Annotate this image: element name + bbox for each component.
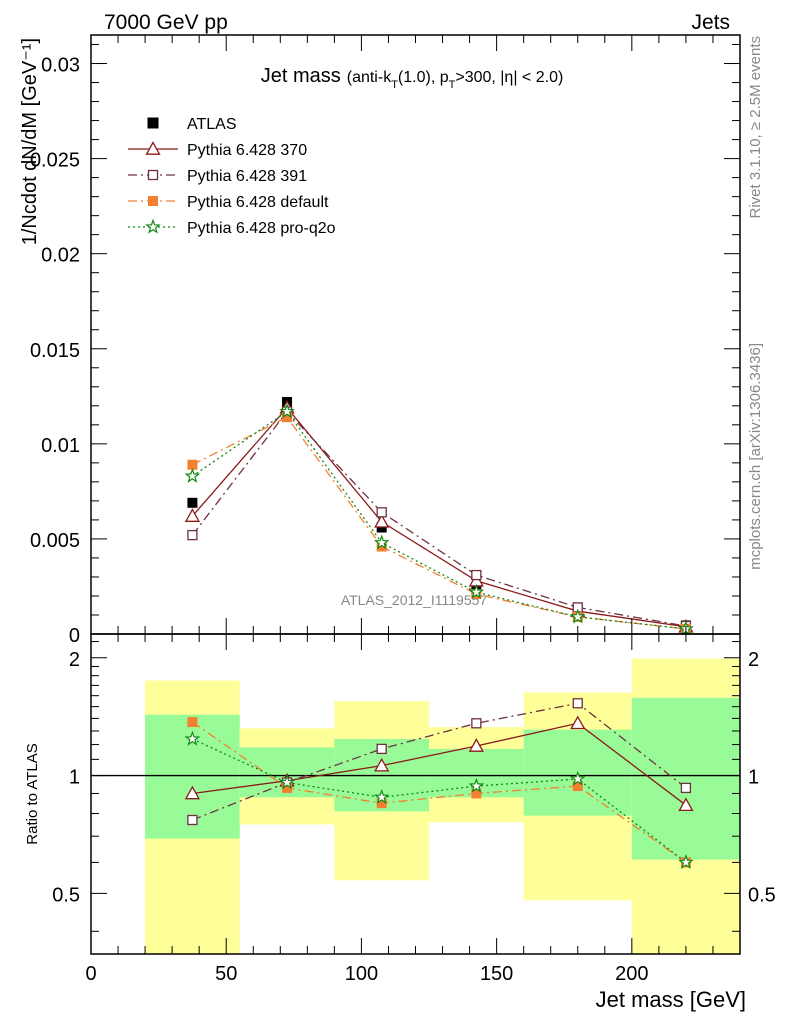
main-series-2-point-0 (187, 529, 198, 541)
ratio-series-2-line (192, 721, 687, 863)
x-axis-label: Jet mass [GeV] (596, 987, 746, 1012)
ratio-series-3-point-1 (279, 774, 295, 790)
main-series-3-point-1 (282, 412, 293, 423)
main-series-4-point-0 (184, 467, 201, 483)
legend: ATLAS Pythia 6.428 370 Pythia 6.428 391 Pyt… (128, 116, 336, 237)
x-tick-label-200: 200 (615, 963, 648, 985)
ratio-series-2-point-3 (471, 788, 482, 799)
x-tick-label-100: 100 (345, 963, 378, 985)
ratio-y-tick-label-right-1: 1 (748, 767, 759, 789)
analysis-id-watermark: ATLAS_2012_I1119557 (341, 592, 488, 608)
ratio-series-0-point-3 (468, 738, 484, 752)
main-series-2-line (191, 410, 687, 627)
main-y-tick-label-4: 0.02 (41, 245, 80, 267)
ratio-y-axis-label: Ratio to ATLAS (24, 743, 41, 844)
x-tick-label-50: 50 (215, 963, 237, 985)
main-series-1-point-2 (374, 513, 390, 528)
ratio-series-1-point-2 (376, 743, 387, 755)
ratio-y-tick-label-0: 0.5 (52, 884, 80, 906)
legend-item-1: Pythia 6.428 370 (128, 141, 307, 159)
stat-band-5 (631, 697, 740, 860)
ratio-series-1-line (192, 702, 687, 821)
main-series-2-point-2 (376, 507, 387, 518)
legend-label-2: Pythia 6.428 391 (187, 168, 307, 185)
main-series-1-point-0 (184, 508, 201, 522)
main-series-4-line (192, 410, 686, 630)
main-panel-series (184, 397, 694, 634)
ratio-panel-series (184, 698, 694, 870)
ratio-y-tick-label-2: 2 (69, 649, 80, 671)
ratio-series-2-point-0 (187, 717, 198, 728)
legend-marker-0 (147, 117, 159, 129)
legend-label-1: Pythia 6.428 370 (187, 142, 307, 159)
header-energy-label: 7000 GeV pp (104, 11, 228, 34)
ratio-series-0-point-4 (570, 715, 586, 730)
main-y-tick-label-0: 0 (69, 625, 80, 647)
main-y-tick-label-1: 0.005 (30, 530, 80, 552)
legend-item-3: Pythia 6.428 default (128, 194, 329, 211)
legend-marker-3 (148, 196, 158, 206)
ratio-series-3 (184, 730, 694, 870)
ratio-series-3-line (192, 738, 687, 863)
ratio-series-2-point-4 (572, 781, 583, 792)
legend-item-0: ATLAS (147, 116, 237, 133)
ratio-y-tick-label-right-2: 2 (748, 649, 759, 671)
legend-marker-4 (145, 218, 161, 234)
ratio-series-0-point-2 (374, 757, 390, 772)
main-series-4-point-4 (569, 608, 586, 624)
main-series-3-point-2 (376, 541, 387, 552)
main-y-axis-label: 1/Ncdot dN/dM [GeV⁻¹] (19, 38, 41, 245)
main-series-3-point-0 (187, 459, 198, 470)
legend-marker-2 (147, 169, 159, 181)
axis-ticks: 0 50 100 150 200 0 0.005 0.01 0.015 0.02 0.025 0.03… (30, 35, 776, 985)
x-tick-label-150: 150 (480, 963, 513, 985)
mcplots-credit-label: mcplots.cern.ch [arXiv:1306.3436] (747, 343, 764, 570)
main-series-0-point-0 (187, 497, 198, 508)
ratio-series-1-point-4 (572, 698, 583, 709)
legend-label-4: Pythia 6.428 pro-q2o (187, 220, 336, 237)
ratio-series-3-point-4 (569, 770, 586, 786)
ratio-y-tick-label-1: 1 (69, 767, 80, 789)
ratio-series-1-point-3 (471, 718, 482, 729)
ratio-series-0-point-0 (184, 785, 201, 800)
ratio-series-0-line (192, 722, 687, 806)
main-series-4-point-2 (373, 534, 390, 550)
ratio-series-3-point-2 (373, 789, 390, 804)
legend-label-0: ATLAS (187, 116, 237, 133)
main-y-tick-label-5: 0.025 (30, 150, 80, 172)
ratio-series-3-point-5 (678, 854, 694, 870)
ratio-series-2-point-2 (376, 798, 387, 809)
header-jets-label: Jets (691, 11, 730, 34)
ratio-series-3-point-3 (468, 777, 485, 793)
main-y-tick-label-3: 0.015 (30, 340, 80, 362)
ratio-series-2-point-1 (282, 782, 293, 793)
main-y-tick-label-6: 0.03 (41, 55, 80, 77)
x-tick-label-0: 0 (85, 963, 96, 985)
legend-marker-1 (145, 141, 161, 155)
rivet-version-label: Rivet 3.1.10, ≥ 2.5M events (747, 36, 764, 219)
main-series-4-point-3 (468, 583, 485, 599)
main-chart-title: Jet mass (anti-kT(1.0), pT>300, |η| < 2.0… (261, 65, 564, 91)
ratio-uncertainty-bands (145, 658, 740, 954)
legend-item-4: Pythia 6.428 pro-q2o (128, 218, 336, 237)
legend-item-2: Pythia 6.428 391 (128, 168, 307, 185)
main-series-1-line (191, 406, 687, 628)
ratio-series-0-point-5 (678, 797, 694, 812)
main-series-2-point-3 (471, 569, 482, 581)
main-y-tick-label-2: 0.01 (41, 435, 80, 457)
legend-label-3: Pythia 6.428 default (187, 194, 329, 211)
ratio-series-1-point-5 (680, 782, 692, 794)
main-series-4-point-1 (279, 403, 295, 419)
ratio-series-1-point-0 (187, 814, 198, 826)
ratio-y-tick-label-right-0: 0.5 (748, 884, 776, 906)
ratio-series-3-point-0 (184, 730, 201, 746)
